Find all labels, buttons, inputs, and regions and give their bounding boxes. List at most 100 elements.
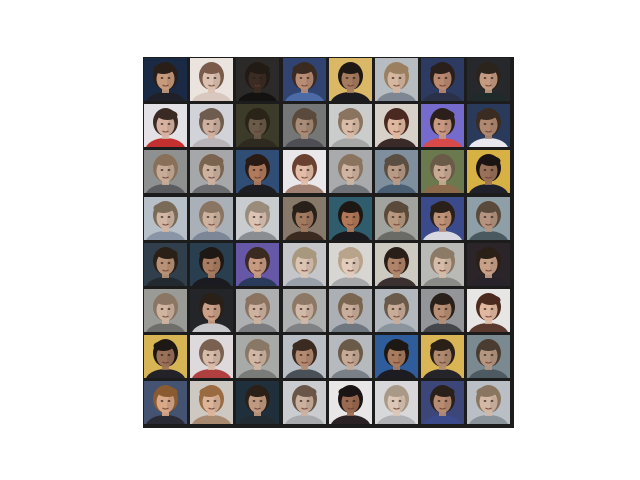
face-thumbnail <box>236 381 279 424</box>
face-thumbnail <box>190 104 233 147</box>
face-image <box>190 243 233 286</box>
face-thumbnail <box>421 58 464 101</box>
face-thumbnail <box>283 104 326 147</box>
face-image <box>421 335 464 378</box>
face-thumbnail <box>329 289 372 332</box>
face-image <box>283 289 326 332</box>
face-image <box>421 104 464 147</box>
face-image <box>421 150 464 193</box>
face-image <box>283 243 326 286</box>
face-thumbnail <box>190 243 233 286</box>
face-image <box>329 243 372 286</box>
face-image <box>421 243 464 286</box>
face-thumbnail <box>467 104 510 147</box>
face-thumbnail <box>283 150 326 193</box>
face-image <box>467 104 510 147</box>
face-thumbnail <box>375 58 418 101</box>
face-thumbnail <box>144 243 187 286</box>
face-thumbnail <box>329 104 372 147</box>
face-image <box>144 335 187 378</box>
face-image <box>329 381 372 424</box>
face-image <box>190 58 233 101</box>
face-thumbnail <box>283 197 326 240</box>
face-image <box>236 197 279 240</box>
face-image <box>375 381 418 424</box>
face-image <box>421 289 464 332</box>
face-image <box>467 58 510 101</box>
face-image <box>329 197 372 240</box>
face-image <box>421 197 464 240</box>
face-image <box>329 104 372 147</box>
face-thumbnail <box>329 150 372 193</box>
face-thumbnail <box>190 58 233 101</box>
face-thumbnail <box>236 335 279 378</box>
face-thumbnail <box>467 58 510 101</box>
face-thumbnail <box>190 335 233 378</box>
face-image <box>421 58 464 101</box>
face-image <box>375 243 418 286</box>
face-image <box>144 58 187 101</box>
face-image <box>144 289 187 332</box>
face-image <box>144 243 187 286</box>
face-image <box>283 335 326 378</box>
face-image <box>467 150 510 193</box>
face-thumbnail <box>375 150 418 193</box>
face-thumbnail <box>190 289 233 332</box>
face-image <box>144 197 187 240</box>
face-thumbnail <box>283 58 326 101</box>
face-thumbnail <box>421 289 464 332</box>
face-image <box>190 289 233 332</box>
face-thumbnail <box>375 104 418 147</box>
face-image <box>283 150 326 193</box>
face-image <box>467 289 510 332</box>
face-thumbnail <box>283 289 326 332</box>
face-thumbnail <box>236 150 279 193</box>
image-grid <box>143 57 514 428</box>
face-thumbnail <box>375 243 418 286</box>
face-image <box>236 381 279 424</box>
face-thumbnail <box>467 381 510 424</box>
face-thumbnail <box>144 335 187 378</box>
face-image <box>236 58 279 101</box>
face-thumbnail <box>236 58 279 101</box>
face-image <box>283 58 326 101</box>
face-thumbnail <box>144 104 187 147</box>
face-thumbnail <box>421 335 464 378</box>
face-thumbnail <box>283 335 326 378</box>
face-image <box>329 58 372 101</box>
face-thumbnail <box>329 243 372 286</box>
face-image <box>190 104 233 147</box>
face-thumbnail <box>329 197 372 240</box>
face-thumbnail <box>467 150 510 193</box>
face-thumbnail <box>375 381 418 424</box>
face-image <box>283 197 326 240</box>
face-thumbnail <box>467 289 510 332</box>
face-thumbnail <box>421 197 464 240</box>
face-thumbnail <box>421 381 464 424</box>
face-image <box>329 289 372 332</box>
face-thumbnail <box>236 289 279 332</box>
face-image <box>375 58 418 101</box>
face-image <box>375 197 418 240</box>
image-grid-figure <box>143 57 514 428</box>
face-image <box>144 150 187 193</box>
face-thumbnail <box>236 197 279 240</box>
face-image <box>236 335 279 378</box>
face-image <box>375 289 418 332</box>
face-thumbnail <box>329 381 372 424</box>
face-image <box>467 335 510 378</box>
face-thumbnail <box>283 381 326 424</box>
face-image <box>467 381 510 424</box>
face-thumbnail <box>467 197 510 240</box>
face-image <box>329 335 372 378</box>
face-image <box>283 104 326 147</box>
face-image <box>283 381 326 424</box>
face-thumbnail <box>375 289 418 332</box>
face-thumbnail <box>144 58 187 101</box>
face-thumbnail <box>144 381 187 424</box>
face-image <box>190 335 233 378</box>
face-image <box>375 335 418 378</box>
face-image <box>236 243 279 286</box>
face-image <box>467 197 510 240</box>
face-thumbnail <box>329 335 372 378</box>
